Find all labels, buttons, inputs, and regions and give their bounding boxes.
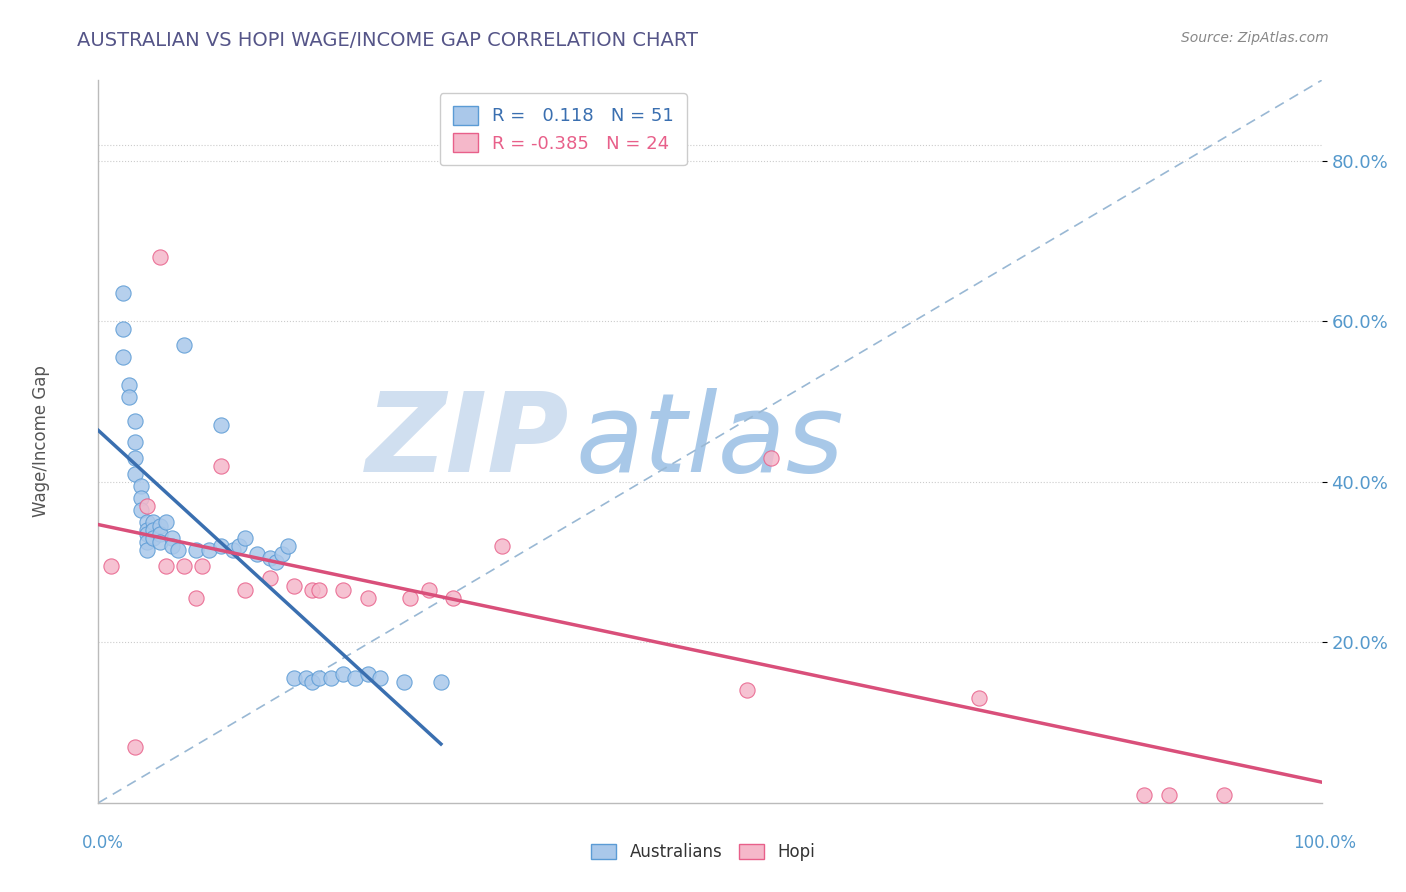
Point [124,739,146,754]
Point [356,667,378,681]
Point [111,350,134,364]
Point [136,534,159,549]
Point [264,555,287,569]
Point [209,418,232,433]
Point [491,539,513,553]
Point [418,583,440,598]
Point [270,547,294,561]
Point [399,591,422,605]
Point [301,675,323,690]
Point [332,583,354,598]
Point [129,491,152,505]
Text: 100.0%: 100.0% [1294,834,1355,852]
Point [332,667,354,681]
Point [149,526,172,541]
Point [319,671,342,685]
Point [246,547,269,561]
Point [761,450,783,465]
Point [124,414,146,428]
Y-axis label: Wage/Income Gap: Wage/Income Gap [32,366,49,517]
Point [142,523,165,537]
Point [1133,788,1156,802]
Point [222,542,245,557]
Point [233,531,256,545]
Point [111,322,134,336]
Point [356,591,378,605]
Point [142,531,165,545]
Point [191,558,214,574]
Point [277,539,299,553]
Point [283,671,305,685]
Point [149,250,172,264]
Point [149,534,172,549]
Point [118,390,141,404]
Text: atlas: atlas [575,388,844,495]
Point [136,515,159,529]
Point [142,515,165,529]
Point [136,526,159,541]
Point [301,583,323,598]
Point [167,542,190,557]
Point [111,285,134,300]
Point [430,675,453,690]
Point [1212,788,1234,802]
Point [967,691,990,706]
Point [124,467,146,481]
Point [155,515,177,529]
Point [735,683,758,698]
Point [124,434,146,449]
Point [1157,788,1180,802]
Point [209,458,232,473]
Point [129,478,152,492]
Point [186,542,208,557]
Point [136,542,159,557]
Text: 0.0%: 0.0% [82,834,124,852]
Point [308,671,330,685]
Point [344,671,367,685]
Text: ZIP: ZIP [366,388,569,495]
Point [308,583,330,598]
Point [160,539,183,553]
Point [368,671,391,685]
Point [136,523,159,537]
Point [186,591,208,605]
Point [155,558,177,574]
Point [173,558,195,574]
Text: Source: ZipAtlas.com: Source: ZipAtlas.com [1181,31,1329,45]
Point [441,591,464,605]
Point [233,583,256,598]
Point [160,531,183,545]
Point [124,450,146,465]
Point [259,571,281,585]
Point [197,542,219,557]
Point [100,558,122,574]
Point [392,675,416,690]
Point [149,518,172,533]
Text: AUSTRALIAN VS HOPI WAGE/INCOME GAP CORRELATION CHART: AUSTRALIAN VS HOPI WAGE/INCOME GAP CORRE… [77,31,699,50]
Point [295,671,318,685]
Point [259,550,281,566]
Point [173,338,195,352]
Point [283,579,305,593]
Legend: R =   0.118   N = 51, R = -0.385   N = 24: R = 0.118 N = 51, R = -0.385 N = 24 [440,93,686,165]
Point [209,539,232,553]
Point [136,499,159,513]
Legend: Australians, Hopi: Australians, Hopi [585,837,821,868]
Point [118,378,141,392]
Point [228,539,250,553]
Point [129,502,152,516]
